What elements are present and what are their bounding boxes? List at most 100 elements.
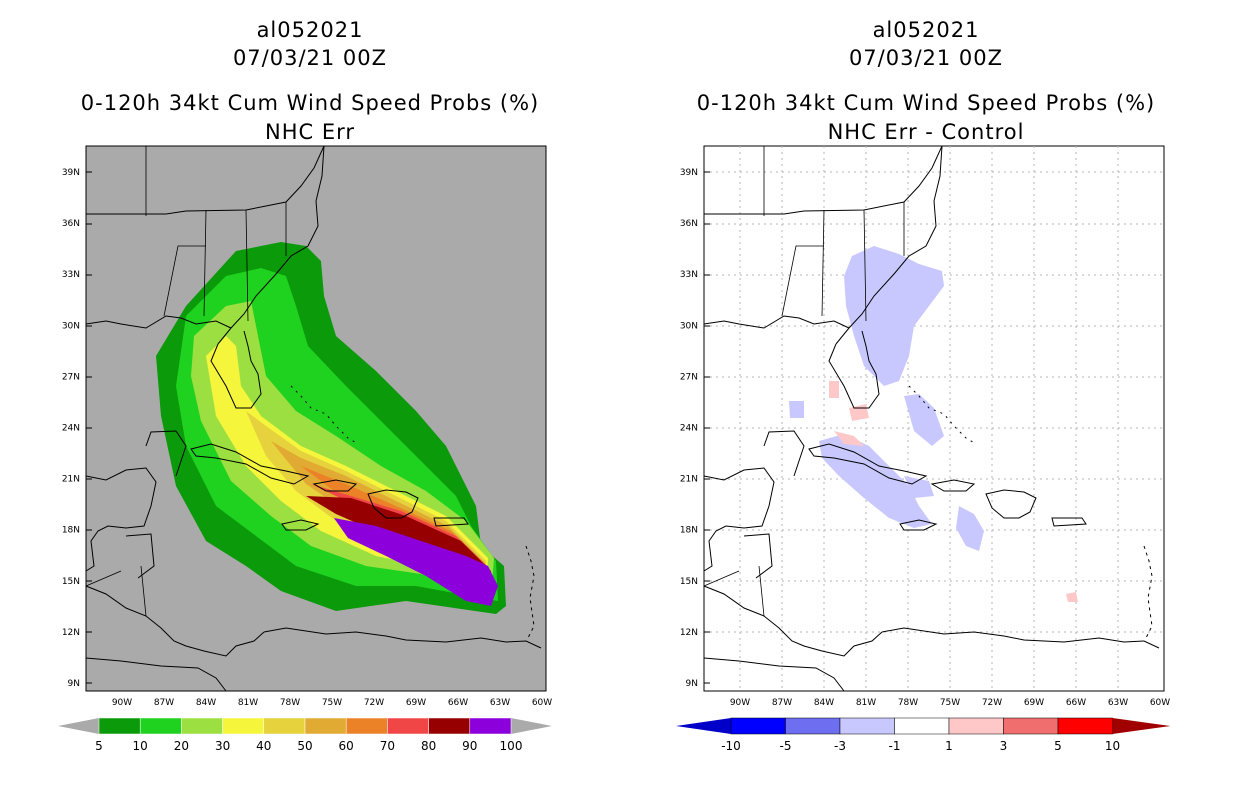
diff-area-negative-3 — [956, 506, 984, 551]
diff-area-negative-4 — [904, 394, 944, 446]
lon-label: 81W — [238, 698, 258, 708]
right-legend-high-arrow — [1112, 718, 1171, 734]
lat-label: 33N — [680, 270, 698, 280]
diff-area-negative-5 — [789, 401, 804, 418]
lon-label: 90W — [730, 698, 750, 708]
right-product-title: 0-120h 34kt Cum Wind Speed Probs (%) — [696, 91, 1156, 115]
left-legend-label: 90 — [462, 739, 477, 753]
right-legend-low-arrow — [676, 718, 731, 734]
right-legend-label: 5 — [1054, 739, 1062, 753]
diff-area-negative-1 — [844, 246, 944, 386]
lon-label: 66W — [1066, 698, 1086, 708]
lat-label: 18N — [680, 526, 698, 536]
left-legend-swatch — [345, 717, 388, 735]
left-legend-label: 10 — [133, 739, 148, 753]
right-legend-label: 1 — [945, 739, 953, 753]
diff-area-positive-4 — [1066, 592, 1078, 602]
left-subtitle: NHC Err — [264, 120, 355, 144]
lon-label: 78W — [280, 698, 300, 708]
lat-label: 15N — [62, 577, 80, 587]
right-legend-label: 10 — [1105, 739, 1120, 753]
lat-label: 30N — [62, 321, 80, 331]
right-legend-swatch — [1003, 717, 1059, 735]
lat-label: 36N — [680, 219, 698, 229]
lon-label: 87W — [154, 698, 174, 708]
lat-label: 15N — [680, 577, 698, 587]
lat-label: 39N — [680, 168, 698, 178]
left-legend-swatch — [181, 717, 223, 735]
lat-label: 36N — [62, 219, 80, 229]
lon-label: 78W — [898, 698, 918, 708]
right-storm-id: al052021 — [872, 18, 980, 42]
diff-area-negative-6 — [904, 476, 934, 498]
lat-label: 30N — [680, 321, 698, 331]
lat-label: 12N — [680, 628, 698, 638]
left-datetime: 07/03/21 00Z — [232, 46, 388, 70]
left-legend-label: 80 — [421, 739, 436, 753]
lat-label: 24N — [680, 424, 698, 434]
lat-label: 21N — [680, 475, 698, 485]
lat-label: 39N — [62, 168, 80, 178]
lat-label: 27N — [680, 372, 698, 382]
left-legend-label: 100 — [500, 739, 523, 753]
lon-label: 63W — [490, 698, 510, 708]
left-longitude-labels: 90W 87W 84W 81W 78W 75W 72W 69W 66W 63W 60W — [112, 698, 552, 708]
lat-label: 9N — [68, 679, 80, 689]
lon-label: 72W — [364, 698, 384, 708]
left-legend-label: 5 — [95, 739, 103, 753]
left-legend-swatch — [304, 717, 347, 735]
lon-label: 63W — [1108, 698, 1128, 708]
lon-label: 60W — [532, 698, 552, 708]
lon-label: 90W — [112, 698, 132, 708]
lon-label: 69W — [1024, 698, 1044, 708]
diff-area-positive-3 — [829, 381, 839, 398]
left-legend-high-arrow — [511, 718, 552, 734]
lat-label: 12N — [62, 628, 80, 638]
diff-area-positive-1 — [834, 431, 864, 446]
left-legend-swatch — [222, 717, 265, 735]
left-legend-label: 30 — [215, 739, 230, 753]
lon-label: 60W — [1150, 698, 1170, 708]
left-legend-swatch — [387, 717, 429, 735]
left-legend-label: 40 — [256, 739, 271, 753]
left-legend-label: 20 — [174, 739, 189, 753]
right-datetime: 07/03/21 00Z — [848, 46, 1004, 70]
left-legend-label: 50 — [297, 739, 312, 753]
right-subtitle: NHC Err - Control — [827, 120, 1025, 144]
lon-label: 87W — [772, 698, 792, 708]
lon-label: 72W — [982, 698, 1002, 708]
right-legend-label: -10 — [721, 739, 741, 753]
lon-label: 75W — [940, 698, 960, 708]
right-legend-label: 3 — [1000, 739, 1008, 753]
right-legend-swatch — [730, 717, 786, 735]
lon-label: 69W — [406, 698, 426, 708]
right-color-legend: -10 -5 -3 -1 1 3 5 10 — [676, 717, 1171, 753]
right-legend-label: -1 — [889, 739, 901, 753]
right-latitude-labels: 39N 36N 33N 30N 27N 24N 21N 18N 15N 12N 9N — [680, 168, 698, 689]
left-color-legend: 5 10 20 30 40 50 60 70 80 90 100 — [58, 717, 552, 753]
right-legend-swatch — [1057, 717, 1113, 735]
right-map — [703, 145, 1165, 692]
prob-band-90 — [334, 518, 498, 606]
lon-label: 84W — [814, 698, 834, 708]
right-legend-label: -5 — [780, 739, 792, 753]
right-legend-swatch — [894, 717, 950, 735]
left-latitude-labels: 39N 36N 33N 30N 27N 24N 21N 18N 15N 12N 9N — [62, 168, 80, 689]
left-legend-label: 60 — [339, 739, 354, 753]
left-product-title: 0-120h 34kt Cum Wind Speed Probs (%) — [80, 91, 540, 115]
left-legend-swatch — [98, 717, 141, 735]
left-map — [85, 145, 547, 692]
lon-label: 84W — [196, 698, 216, 708]
lat-label: 9N — [686, 679, 698, 689]
left-legend-low-arrow — [58, 718, 99, 734]
lon-label: 81W — [856, 698, 876, 708]
lat-label: 27N — [62, 372, 80, 382]
right-map-grid — [704, 146, 1164, 691]
lat-label: 18N — [62, 526, 80, 536]
left-legend-swatch — [263, 717, 306, 735]
lon-label: 66W — [448, 698, 468, 708]
left-legend-swatch — [139, 717, 182, 735]
left-legend-label: 70 — [380, 739, 395, 753]
lat-label: 33N — [62, 270, 80, 280]
